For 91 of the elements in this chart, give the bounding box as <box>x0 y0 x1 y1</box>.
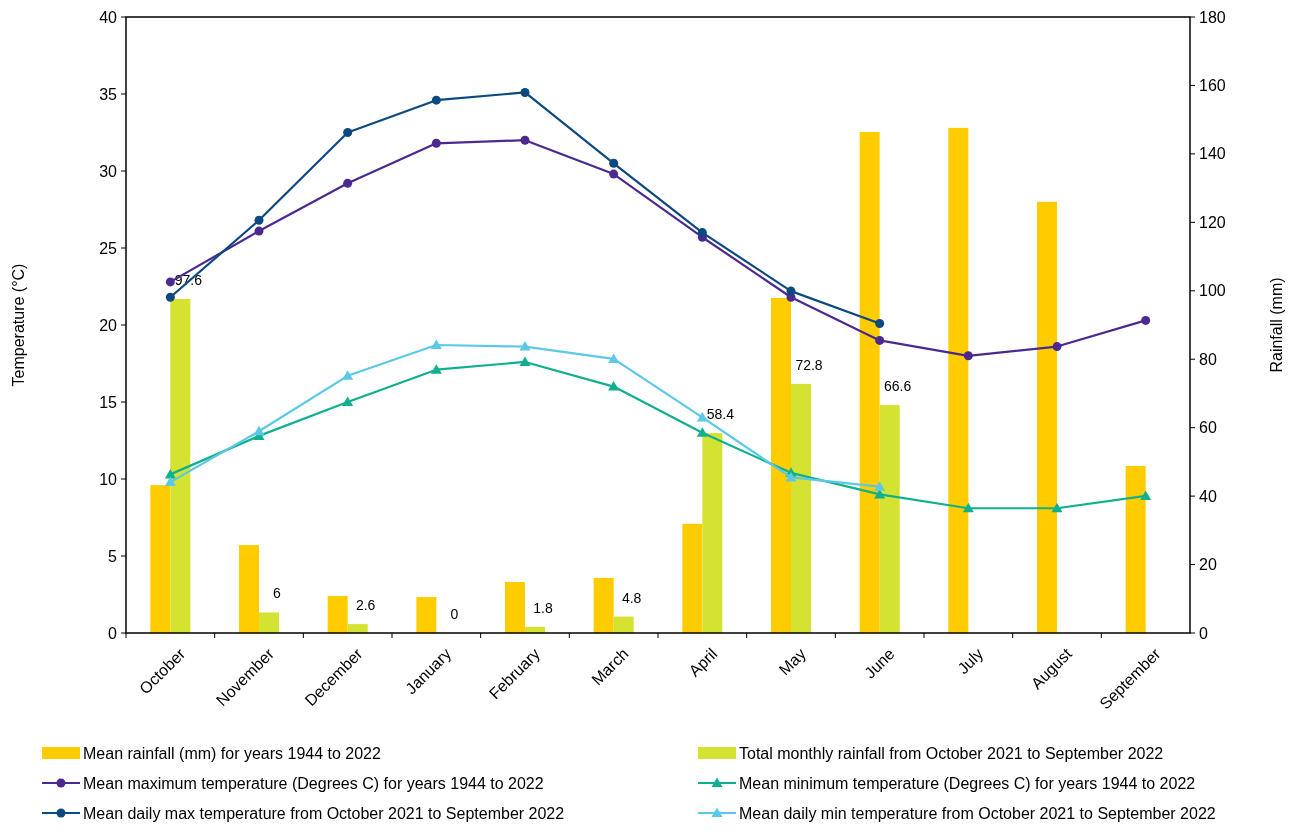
point <box>165 277 175 287</box>
point <box>431 95 441 105</box>
point <box>1052 342 1062 352</box>
y2-tick-label: 160 <box>1199 77 1226 95</box>
y2-tick-label: 0 <box>1199 624 1208 642</box>
y-tick-label: 35 <box>99 85 118 103</box>
point <box>519 341 531 351</box>
point <box>342 396 354 406</box>
y2-tick-label: 100 <box>1199 282 1226 300</box>
point <box>430 364 442 374</box>
point <box>1140 490 1152 500</box>
bar <box>702 433 723 633</box>
data-label: 58.4 <box>706 406 735 423</box>
point <box>875 318 885 328</box>
point <box>343 178 353 188</box>
point <box>343 128 353 137</box>
bar <box>170 298 191 633</box>
point <box>430 339 442 350</box>
bar <box>347 624 368 633</box>
bar <box>593 577 614 633</box>
y2-tick-label: 120 <box>1199 213 1226 231</box>
data-label: 66.6 <box>884 378 912 395</box>
point <box>165 292 175 302</box>
y2-tick-label: 20 <box>1199 556 1217 574</box>
y2-tick-label: 140 <box>1199 145 1226 163</box>
point <box>874 481 886 491</box>
bar <box>879 405 900 633</box>
bar <box>327 596 348 633</box>
legend-label: Mean daily max temperature from October 2021 to September 2022 <box>83 804 565 822</box>
y-tick-label: 0 <box>108 624 118 642</box>
y-tick-label: 40 <box>99 8 118 26</box>
y-tick-label: 30 <box>99 162 118 180</box>
bar <box>416 597 437 633</box>
bar <box>505 582 525 633</box>
legend-label: Mean rainfall (mm) for years 1944 to 2022 <box>83 744 382 762</box>
point <box>609 158 619 168</box>
bar <box>150 485 171 633</box>
legend-label: Mean maximum temperature (Degrees C) for years 1944 to 2022 <box>83 774 544 792</box>
point <box>520 87 530 97</box>
point <box>254 215 264 225</box>
x-tick-label: May <box>775 645 810 679</box>
bar <box>1125 466 1146 633</box>
point <box>962 502 974 513</box>
data-label: 0 <box>450 606 459 622</box>
y-tick-label: 5 <box>108 547 118 565</box>
bar <box>771 297 791 633</box>
point <box>254 226 264 236</box>
point <box>431 138 441 148</box>
bar <box>859 131 880 633</box>
bar <box>1037 201 1057 633</box>
point <box>164 468 176 479</box>
point <box>520 135 530 145</box>
y-tick-label: 10 <box>99 470 118 488</box>
bar <box>791 383 811 633</box>
data-label: 4.8 <box>621 589 642 606</box>
point <box>608 381 620 391</box>
bar <box>259 612 279 633</box>
bar <box>239 545 259 633</box>
point <box>696 427 708 437</box>
y-tick-label: 20 <box>99 316 118 334</box>
data-label: 2.6 <box>355 597 376 614</box>
bar <box>613 616 634 633</box>
y2-tick-label: 80 <box>1199 350 1217 368</box>
y-axis-title: Temperature (°C) <box>10 263 27 387</box>
data-label: 6 <box>273 585 282 602</box>
point <box>1141 315 1151 325</box>
point <box>697 228 707 238</box>
point <box>164 476 176 487</box>
data-label: 1.8 <box>533 599 553 616</box>
point <box>342 370 354 380</box>
legend-label: Total monthly rainfall from October 2021 to September 2022 <box>739 744 1164 762</box>
y2-axis-title: Rainfall (mm) <box>1268 277 1285 373</box>
point <box>963 351 973 361</box>
point <box>786 286 796 296</box>
bar <box>948 127 969 633</box>
point <box>519 356 531 366</box>
y-tick-label: 15 <box>99 393 118 411</box>
y-tick-label: 25 <box>99 239 118 257</box>
y2-tick-label: 60 <box>1199 419 1217 437</box>
point <box>696 411 708 422</box>
legend-label: Mean daily min temperature from October 2021 to September 2022 <box>739 804 1216 822</box>
y2-tick-label: 40 <box>1199 487 1217 505</box>
point <box>253 425 265 436</box>
x-tick-label: July <box>954 645 987 678</box>
point <box>609 169 619 179</box>
legend-label: Mean minimum temperature (Degrees C) for years 1944 to 2022 <box>739 774 1196 792</box>
point <box>875 335 885 345</box>
bar <box>682 523 703 633</box>
y2-tick-label: 180 <box>1199 8 1226 26</box>
point <box>1051 502 1063 513</box>
data-label: 72.8 <box>795 356 823 373</box>
